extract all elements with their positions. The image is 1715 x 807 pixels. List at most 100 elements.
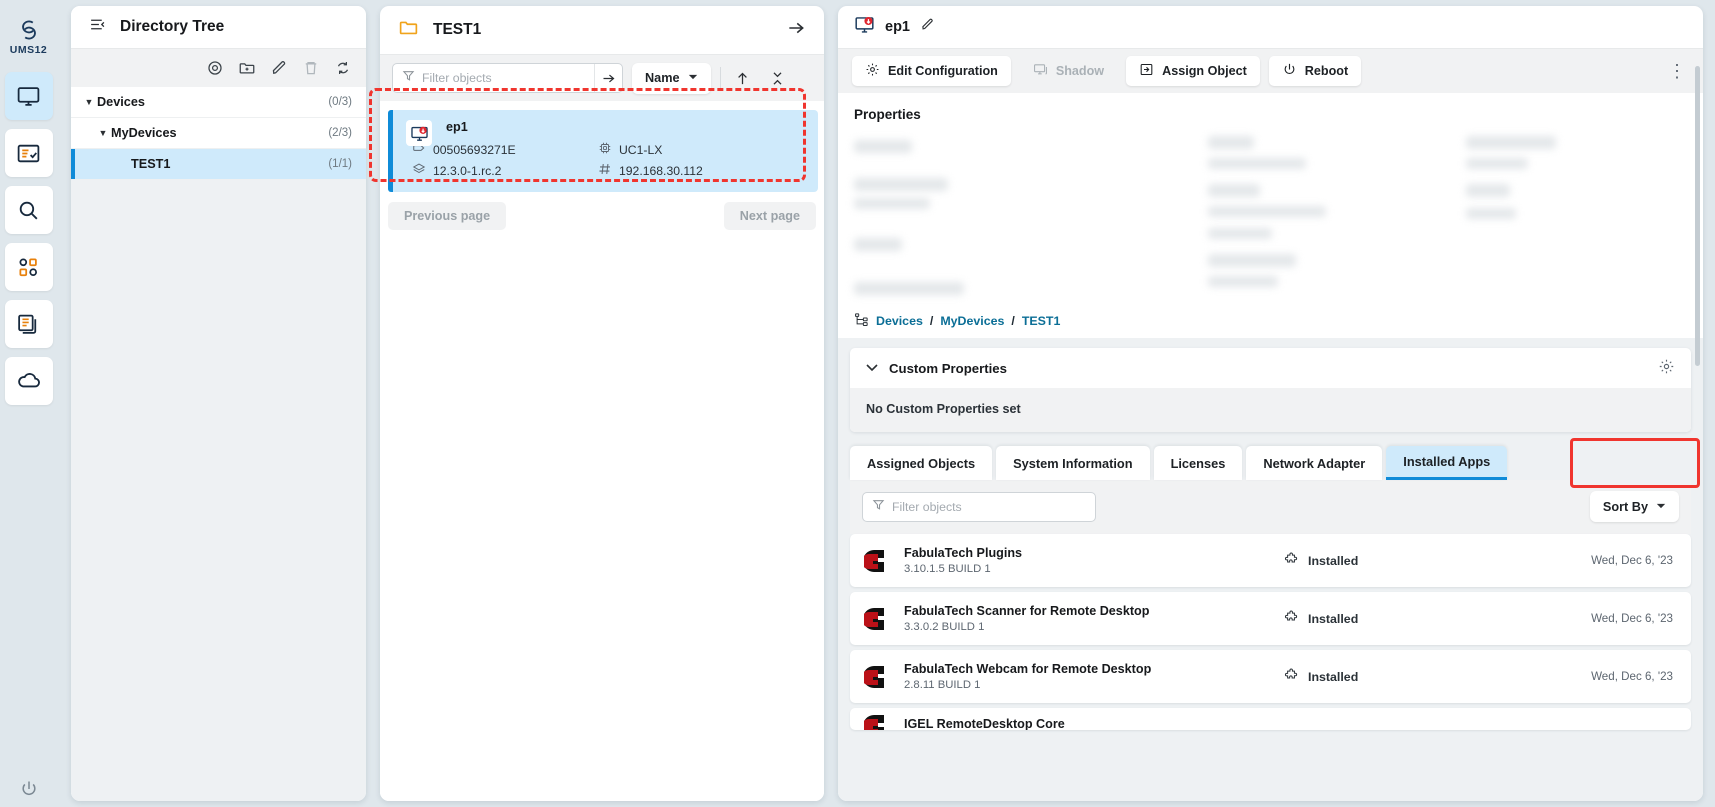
detail-scrollbar[interactable] xyxy=(1695,66,1700,366)
apps-filter-box[interactable] xyxy=(862,491,1096,522)
sidebar-item-jobs[interactable] xyxy=(4,129,53,177)
collapse-vertical-icon[interactable] xyxy=(765,70,791,87)
sidebar-item-search[interactable] xyxy=(4,186,53,234)
installed-apps-toolbar: Sort By xyxy=(850,480,1691,534)
tree-row-label: MyDevices xyxy=(111,126,177,140)
tree-row-mydevices[interactable]: ▼ MyDevices (2/3) xyxy=(71,118,366,149)
edit-configuration-label: Edit Configuration xyxy=(888,64,998,78)
pencil-icon[interactable] xyxy=(920,17,935,37)
tab-network-adapter[interactable]: Network Adapter xyxy=(1246,446,1383,480)
tab-licenses[interactable]: Licenses xyxy=(1153,446,1243,480)
tree-icon xyxy=(854,312,869,330)
edit-configuration-button[interactable]: Edit Configuration xyxy=(852,56,1011,86)
cloud-icon xyxy=(17,373,40,388)
sort-ascending-icon[interactable] xyxy=(730,70,756,87)
grid-icon xyxy=(19,257,37,276)
app-row[interactable]: FabulaTech Plugins 3.10.1.5 BUILD 1 Inst… xyxy=(850,534,1691,587)
tree-row-test1[interactable]: TEST1 (1/1) xyxy=(71,149,366,180)
chevron-down-icon xyxy=(688,71,698,85)
object-list-toolbar: Name xyxy=(380,54,824,101)
device-ip: 192.168.30.112 xyxy=(598,162,818,179)
detail-scroll-area[interactable]: Custom Properties No Custom Properties s… xyxy=(838,338,1703,801)
app-name: FabulaTech Webcam for Remote Desktop xyxy=(904,662,1152,676)
gear-icon[interactable] xyxy=(1658,358,1675,378)
tree-row-devices[interactable]: ▼ Devices (0/3) xyxy=(71,87,366,118)
device-version-label: 12.3.0-1.rc.2 xyxy=(433,163,502,178)
caret-down-icon[interactable]: ▼ xyxy=(98,128,108,138)
chevron-down-icon[interactable] xyxy=(866,361,878,376)
power-icon xyxy=(21,781,36,796)
sidebar-item-apps[interactable] xyxy=(4,243,53,291)
detail-wrapper: ep1 Edit Configuration xyxy=(824,0,1715,807)
device-model-label: UC1-LX xyxy=(619,142,663,157)
app-status: Installed xyxy=(1284,667,1534,686)
app-meta: IGEL RemoteDesktop Core xyxy=(904,717,1284,730)
detail-action-bar: Edit Configuration Shadow xyxy=(838,48,1703,93)
app-row[interactable]: IGEL RemoteDesktop Core xyxy=(850,708,1691,730)
sort-by-dropdown[interactable]: Sort By xyxy=(1589,491,1679,522)
tab-installed-apps[interactable]: Installed Apps xyxy=(1386,446,1508,480)
more-vertical-icon[interactable]: ⋮ xyxy=(1668,60,1686,81)
target-icon[interactable] xyxy=(206,59,224,77)
sidebar-item-devices[interactable] xyxy=(4,72,53,120)
filter-submit-icon[interactable] xyxy=(594,64,622,92)
installed-apps-list: FabulaTech Plugins 3.10.1.5 BUILD 1 Inst… xyxy=(850,534,1691,730)
sort-field-dropdown[interactable]: Name xyxy=(632,62,711,94)
device-model: UC1-LX xyxy=(598,141,818,158)
delete-icon xyxy=(302,59,320,77)
breadcrumb-item-mydevices[interactable]: MyDevices xyxy=(940,314,1005,328)
assign-object-button[interactable]: Assign Object xyxy=(1126,56,1260,86)
arrow-right-icon[interactable] xyxy=(786,18,806,43)
sidebar-item-files[interactable] xyxy=(4,300,53,348)
sort-field-label: Name xyxy=(645,71,680,85)
reboot-button[interactable]: Reboot xyxy=(1268,56,1362,86)
sidebar-item-cloud[interactable] xyxy=(4,357,53,405)
device-mac: 00505693271E xyxy=(412,141,598,158)
tab-assigned-objects[interactable]: Assigned Objects xyxy=(850,446,993,480)
documents-icon xyxy=(18,314,37,334)
shadow-button: Shadow xyxy=(1019,56,1118,86)
checklist-icon xyxy=(17,144,40,162)
collapse-panel-icon[interactable] xyxy=(89,16,106,38)
apps-filter-input[interactable] xyxy=(885,499,1095,514)
puzzle-icon xyxy=(1284,667,1299,686)
device-version: 12.3.0-1.rc.2 xyxy=(412,162,598,179)
custom-properties-empty: No Custom Properties set xyxy=(850,388,1691,432)
page-title: Directory Tree xyxy=(120,18,225,35)
breadcrumb-item-test1[interactable]: TEST1 xyxy=(1021,314,1061,328)
directory-tree-toolbar xyxy=(71,48,366,87)
app-version: 2.8.11 BUILD 1 xyxy=(904,679,981,691)
device-card-ep1[interactable]: ep1 00505693271E xyxy=(388,110,818,192)
directory-tree-header: Directory Tree xyxy=(71,6,366,48)
breadcrumb-item-devices[interactable]: Devices xyxy=(876,314,923,328)
app-date: Wed, Dec 6, '23 xyxy=(1591,670,1673,683)
filter-objects-box[interactable] xyxy=(392,63,623,93)
object-list-header: TEST1 xyxy=(380,6,824,54)
app-logo-text: UMS12 xyxy=(9,43,48,56)
filter-objects-input[interactable] xyxy=(415,71,594,85)
folder-icon xyxy=(398,17,419,43)
app-name: FabulaTech Plugins xyxy=(904,546,1023,560)
refresh-icon[interactable] xyxy=(334,59,352,77)
caret-down-icon[interactable]: ▼ xyxy=(84,97,94,107)
properties-heading: Properties xyxy=(854,107,921,122)
new-folder-icon[interactable] xyxy=(238,59,256,77)
edit-icon[interactable] xyxy=(270,59,288,77)
tab-system-information[interactable]: System Information xyxy=(996,446,1150,480)
power-button[interactable] xyxy=(0,779,57,799)
tree-empty-area xyxy=(71,180,366,801)
next-page-button[interactable]: Next page xyxy=(723,202,816,230)
app-row[interactable]: FabulaTech Webcam for Remote Desktop 2.8… xyxy=(850,650,1691,703)
breadcrumb-separator: / xyxy=(1011,314,1015,328)
device-fields: 00505693271E UC1-LX xyxy=(412,141,818,179)
previous-page-button[interactable]: Previous page xyxy=(388,202,507,230)
app-version: 3.10.1.5 BUILD 1 xyxy=(904,563,991,575)
object-list-panel: TEST1 xyxy=(380,6,824,801)
fabulatech-logo-icon xyxy=(861,664,890,690)
monitor-icon xyxy=(17,86,40,106)
breadcrumb: Devices / MyDevices / TEST1 xyxy=(838,304,1703,338)
app-row[interactable]: FabulaTech Scanner for Remote Desktop 3.… xyxy=(850,592,1691,645)
custom-properties-header[interactable]: Custom Properties xyxy=(850,348,1691,388)
fabulatech-logo-icon xyxy=(861,548,890,574)
app-status: Installed xyxy=(1284,609,1534,628)
